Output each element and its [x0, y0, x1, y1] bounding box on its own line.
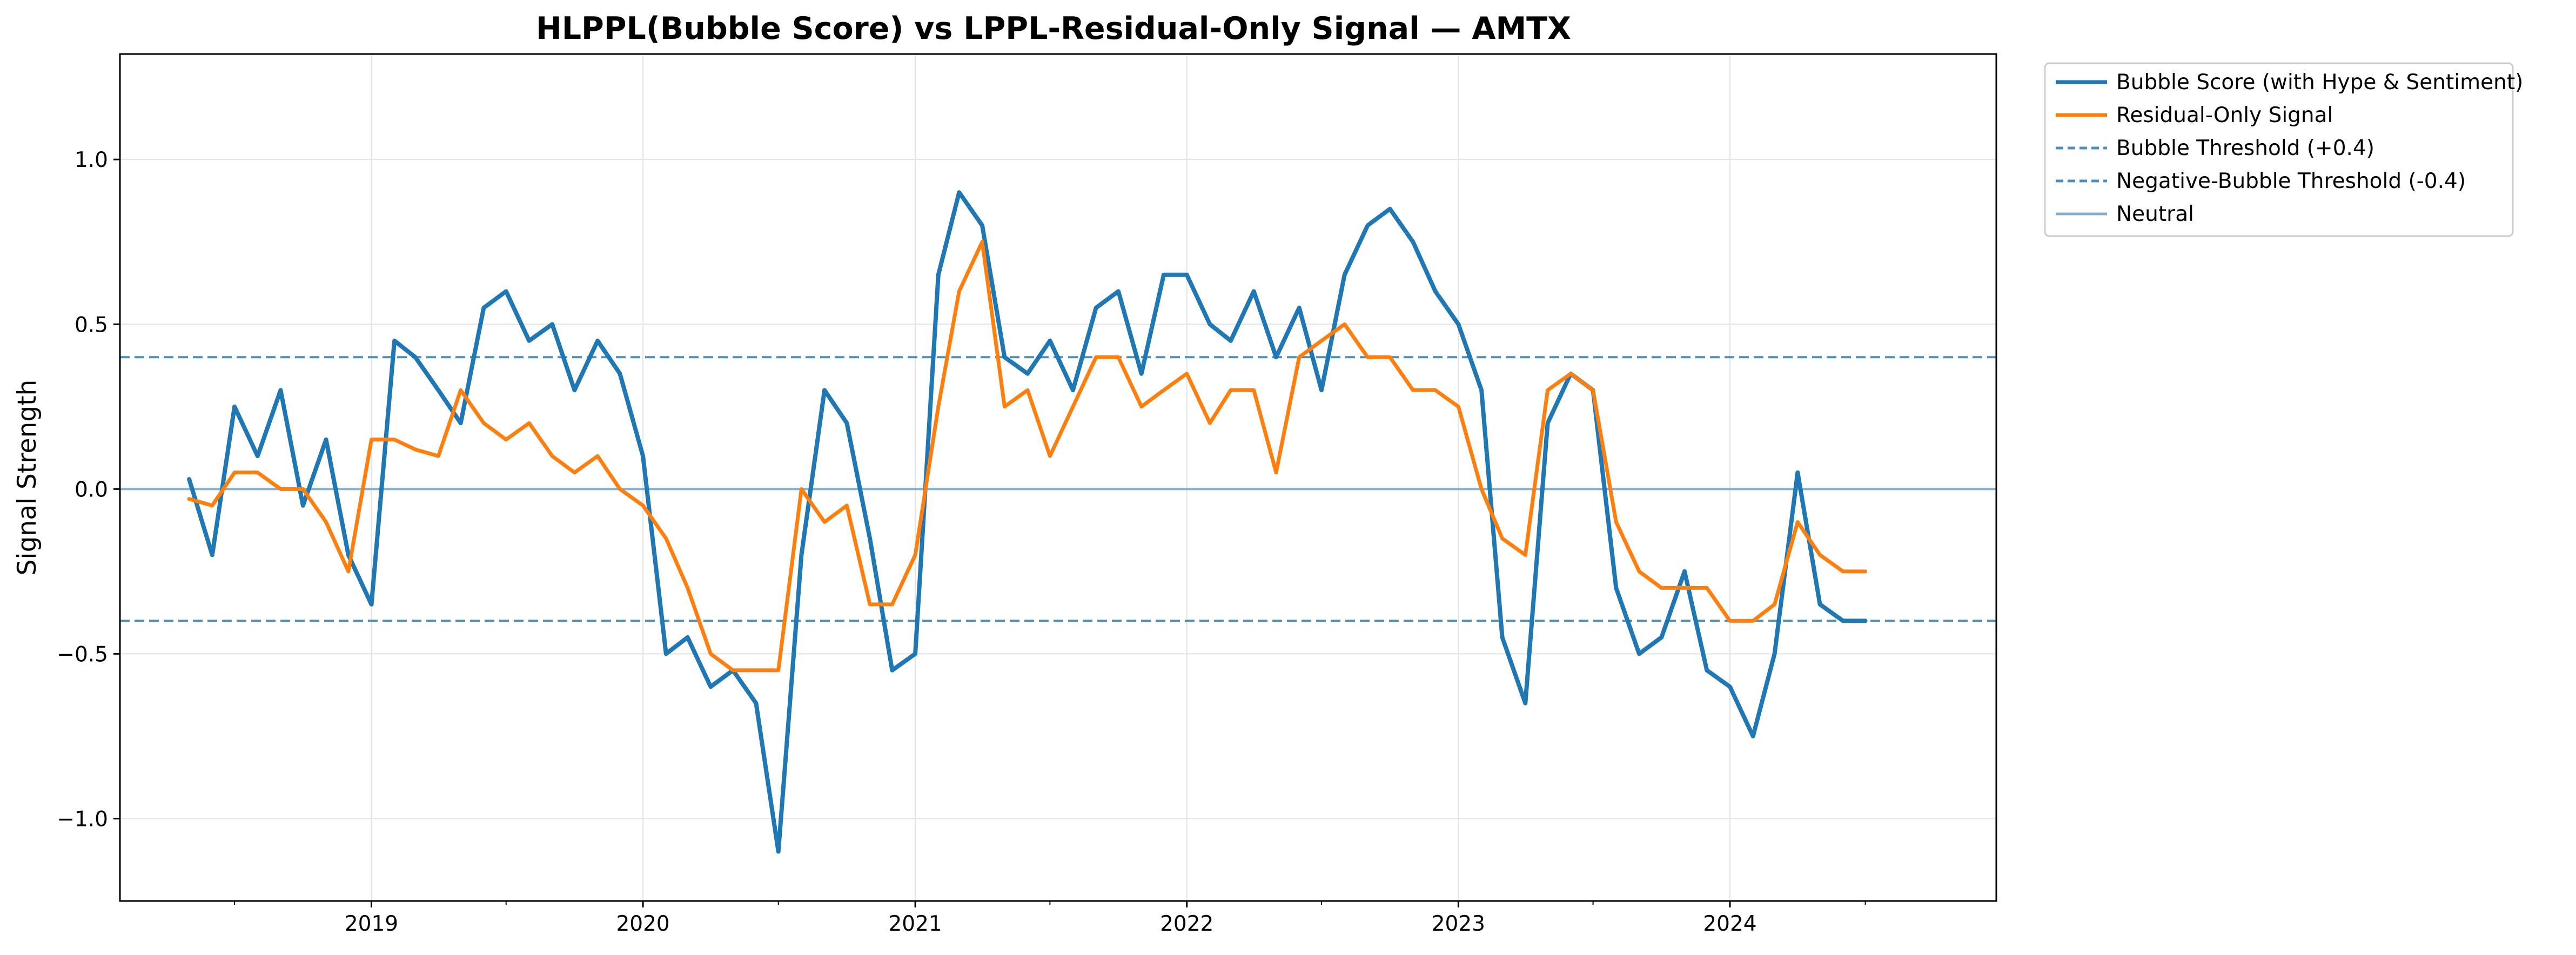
legend-label: Bubble Score (with Hype & Sentiment) — [2116, 70, 2523, 95]
legend-label: Residual-Only Signal — [2116, 103, 2333, 127]
x-tick-label: 2021 — [888, 912, 942, 936]
series-lines — [187, 190, 1868, 854]
y-tick-label: 0.5 — [75, 313, 108, 337]
x-tick-label: 2019 — [345, 912, 398, 936]
x-tick-label: 2022 — [1160, 912, 1213, 936]
x-tick-label: 2023 — [1432, 912, 1485, 936]
legend-label: Negative-Bubble Threshold (-0.4) — [2116, 169, 2466, 193]
chart-title: HLPPL(Bubble Score) vs LPPL-Residual-Onl… — [536, 11, 1571, 46]
y-tick-label: −0.5 — [57, 642, 108, 667]
y-tick-label: 0.0 — [75, 478, 108, 502]
y-tick-label: 1.0 — [75, 148, 108, 172]
x-tick-label: 2020 — [616, 912, 669, 936]
axis-ticks: −1.0 −0.5 0.0 0.5 1.0 2019 2020 2021 2022 2023 202… — [57, 148, 1866, 936]
y-axis-title: Signal Strength — [12, 380, 42, 576]
series-line-residual-signal — [187, 240, 1868, 672]
plot-frame — [119, 53, 1997, 902]
legend-frame — [2044, 62, 2514, 237]
y-tick-label: −1.0 — [57, 807, 108, 831]
legend-label: Bubble Threshold (+0.4) — [2116, 136, 2374, 160]
x-tick-label: 2024 — [1703, 912, 1756, 936]
legend-label: Neutral — [2116, 202, 2194, 226]
legend: Bubble Score (with Hype & Sentiment) Resi… — [2044, 62, 2523, 237]
